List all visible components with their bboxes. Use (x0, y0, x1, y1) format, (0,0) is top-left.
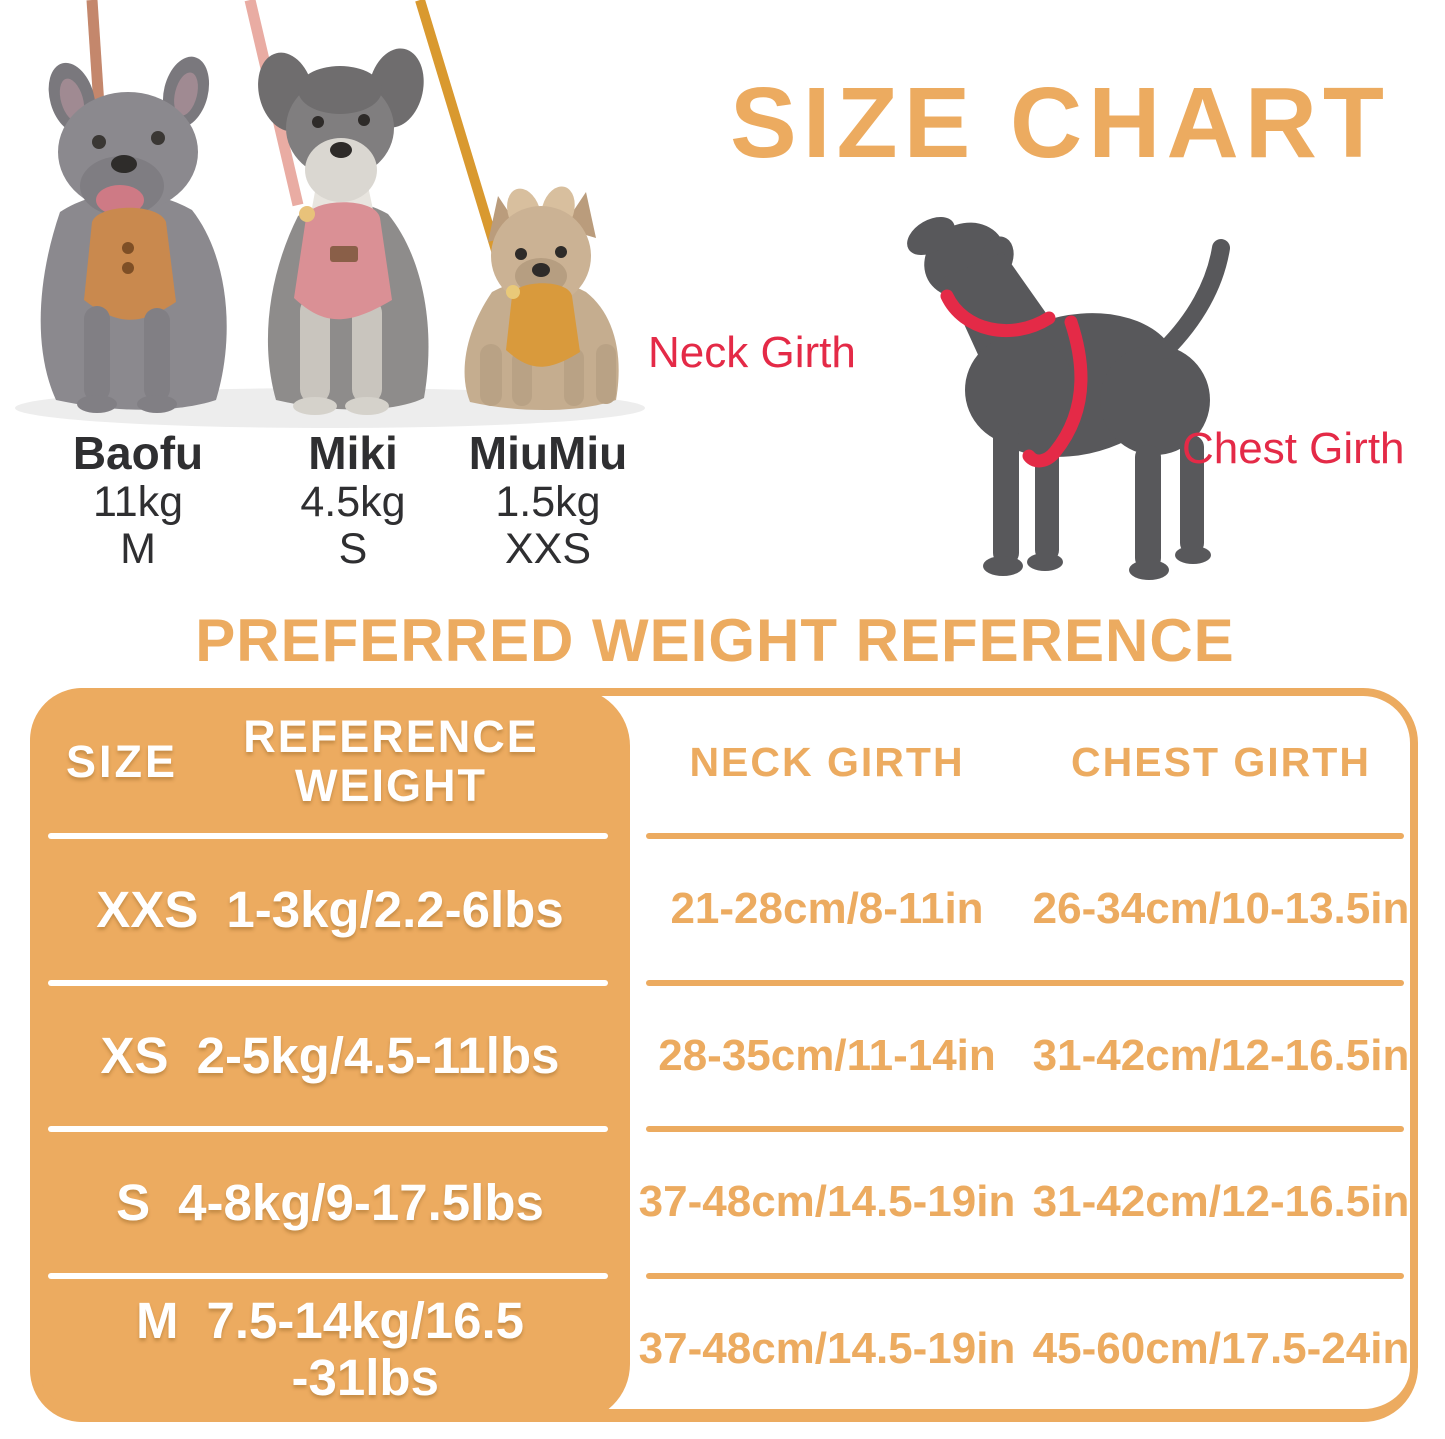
table-row-xxs: XXS 1-3kg/2.2-6lbs 21-28cm/8-11in 26-34c… (30, 836, 1418, 986)
neck-girth-label: Neck Girth (648, 328, 856, 377)
row-divider (48, 833, 608, 839)
cell-weight: 2-5kg/4.5-11lbs (197, 1027, 560, 1084)
model-name: MiuMiu (468, 427, 628, 479)
model-label-miumiu: MiuMiu 1.5kg XXS (448, 428, 648, 573)
header-left: SIZE REFERENCE WEIGHT (30, 688, 630, 836)
column-header-weight-line1: REFERENCE (243, 711, 539, 763)
cell-neck: 37-48cm/14.5-19in (638, 1323, 1016, 1373)
cell-weight-line: -31lbs (291, 1348, 439, 1406)
model-weight: 11kg (92, 477, 184, 526)
cell-weight-line: 2-5kg/4.5-11lbs (196, 1027, 560, 1085)
page-title: SIZE CHART (730, 67, 1390, 179)
column-header-weight: REFERENCE WEIGHT (178, 713, 604, 810)
row-divider (646, 1126, 1404, 1132)
model-name: Baofu (72, 427, 204, 479)
cell-weight: 4-8kg/9-17.5lbs (178, 1174, 544, 1231)
cell-chest: 31-42cm/12-16.5in (1032, 1030, 1410, 1080)
girth-lines (940, 289, 1088, 468)
chest-girth-label: Chest Girth (1182, 424, 1405, 473)
chest-girth-line (1022, 315, 1088, 468)
dog-baofu-illustration (40, 56, 227, 413)
model-size: XXS (504, 524, 592, 573)
dog-silhouette-icon (907, 217, 1230, 580)
cell-weight: 7.5-14kg/16.5 -31lbs (206, 1292, 524, 1406)
dog-measurement-diagram (907, 217, 1230, 580)
column-header-weight-line2: WEIGHT (295, 760, 487, 811)
table-header-row: SIZE REFERENCE WEIGHT NECK GIRTH CHEST G… (30, 688, 1418, 839)
cell-weight-line: 4-8kg/9-17.5lbs (178, 1173, 544, 1231)
column-header-neck: NECK GIRTH (689, 738, 965, 785)
row-divider (48, 1272, 608, 1279)
cell-neck: 21-28cm/8-11in (670, 884, 984, 934)
cell-size: M (135, 1291, 179, 1349)
cell-size: XS (100, 1027, 169, 1085)
cell-neck: 37-48cm/14.5-19in (638, 1177, 1016, 1227)
neck-girth-line (940, 289, 1056, 338)
cell-size: XXS (96, 880, 199, 938)
table-row-m: M 7.5-14kg/16.5 -31lbs 37-48cm/14.5-19in… (30, 1276, 1418, 1423)
model-size: M (120, 524, 156, 573)
table-row-s: S 4-8kg/9-17.5lbs 37-48cm/14.5-19in 31-4… (30, 1129, 1418, 1279)
cell-weight: 1-3kg/2.2-6lbs (226, 881, 563, 938)
model-weight: 4.5kg (300, 477, 406, 526)
cell-neck: 28-35cm/11-14in (658, 1030, 996, 1080)
cell-size: S (116, 1173, 151, 1231)
cell-chest: 45-60cm/17.5-24in (1032, 1323, 1410, 1373)
model-label-miki: Miki 4.5kg S (258, 428, 448, 573)
cell-chest: 31-42cm/12-16.5in (1032, 1177, 1410, 1227)
row-divider (48, 1126, 608, 1132)
model-size: S (338, 524, 368, 573)
dogs-photo-illustration (15, 0, 645, 428)
dog-miumiu-illustration (464, 186, 619, 411)
cell-weight-line: 1-3kg/2.2-6lbs (226, 880, 564, 938)
model-name: Miki (308, 427, 398, 479)
table-rows: SIZE REFERENCE WEIGHT NECK GIRTH CHEST G… (30, 688, 1418, 1422)
model-weight: 1.5kg (495, 477, 601, 526)
column-header-size: SIZE (66, 736, 179, 787)
table-row-xs: XS 2-5kg/4.5-11lbs 28-35cm/11-14in 31-42… (30, 983, 1418, 1132)
section-title: PREFERRED WEIGHT REFERENCE (195, 607, 1235, 674)
row-divider (646, 1272, 1404, 1279)
row-divider (646, 979, 1404, 986)
size-table: SIZE REFERENCE WEIGHT NECK GIRTH CHEST G… (30, 688, 1418, 1422)
model-label-baofu: Baofu 11kg M (38, 428, 238, 573)
column-header-chest: CHEST GIRTH (1071, 738, 1371, 785)
cell-weight-line: 7.5-14kg/16.5 (206, 1291, 525, 1349)
row-divider (646, 833, 1404, 839)
header-right: NECK GIRTH CHEST GIRTH (630, 688, 1418, 836)
row-divider (48, 979, 608, 986)
cell-chest: 26-34cm/10-13.5in (1032, 884, 1410, 934)
table-left-panel (30, 688, 630, 1422)
dog-miki-illustration (258, 48, 429, 415)
